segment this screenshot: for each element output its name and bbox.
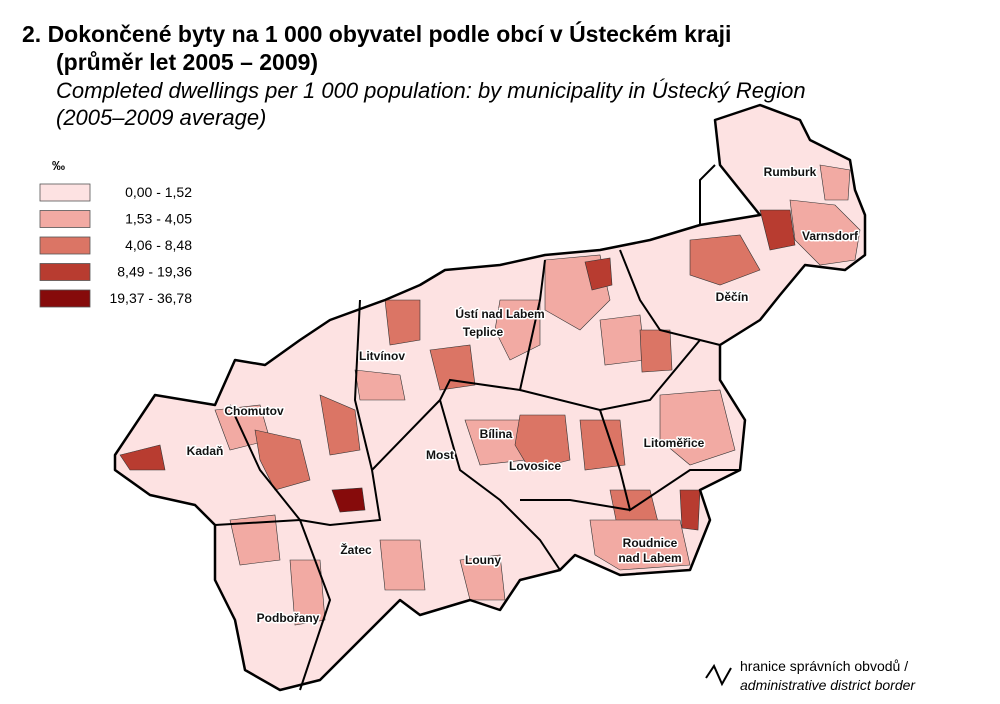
district-border (519, 338, 721, 412)
legend-swatch (39, 263, 91, 281)
place-label: nad Labem (618, 551, 681, 565)
municipality (229, 514, 281, 566)
place-label: Louny (465, 553, 501, 567)
legend-label: 8,49 - 19,36 (117, 264, 192, 280)
municipality (319, 394, 361, 456)
place-labels: Rumburk Varnsdorf Děčín Ústí nad Labem Tepli… (185, 164, 860, 627)
place-label: Litvínov (359, 349, 405, 363)
municipality (579, 419, 626, 471)
municipality (689, 234, 761, 286)
district-border (619, 249, 701, 341)
border-icon (705, 663, 732, 687)
municipality (254, 429, 311, 491)
municipality (599, 314, 646, 366)
district-border (520, 499, 631, 511)
municipality (679, 489, 701, 531)
place-label: Děčín (716, 290, 749, 304)
municipality (289, 559, 326, 626)
place-label: Kadaň (187, 444, 224, 458)
municipality (639, 329, 673, 373)
municipality (584, 257, 613, 291)
municipality (759, 209, 796, 251)
legend-label: 4,06 - 8,48 (125, 237, 192, 253)
place-label: Most (426, 448, 454, 462)
subtitle: Completed dwellings per 1 000 population… (56, 78, 806, 103)
municipality (379, 539, 426, 591)
legend-label: 1,53 - 4,05 (125, 211, 192, 227)
municipality (119, 444, 166, 471)
municipality (819, 164, 851, 201)
municipality (589, 519, 691, 571)
legend-label: 0,00 - 1,52 (125, 184, 192, 200)
municipality (459, 554, 506, 601)
municipality (494, 299, 541, 361)
place-label: Roudnice (623, 536, 678, 550)
municipality (659, 389, 736, 466)
legend-unit: ‰ (52, 158, 65, 173)
municipality (429, 344, 476, 391)
place-label: Bílina (480, 427, 513, 441)
place-label: Ústí nad Labem (455, 306, 544, 321)
region-border (113, 103, 867, 692)
municipality (384, 299, 421, 346)
title: 2. Dokončené byty na 1 000 obyvatel podl… (22, 20, 731, 47)
border-legend: hranice správních obvodů / (740, 658, 908, 674)
place-label: Varnsdorf (802, 229, 859, 243)
border-legend: administrative district border (740, 677, 916, 693)
municipality (331, 487, 366, 513)
place-label: Rumburk (764, 165, 817, 179)
district-border (214, 519, 301, 526)
legend-swatch (39, 210, 91, 228)
legend-swatch (39, 236, 91, 255)
district-border (371, 259, 546, 471)
place-label: Podbořany (257, 611, 320, 625)
place-label: Teplice (463, 325, 504, 339)
district-border (699, 164, 716, 225)
legend-label: 19,37 - 36,78 (109, 290, 192, 306)
map (113, 103, 867, 692)
municipality (514, 414, 571, 471)
municipality (354, 369, 406, 401)
subtitle: (2005–2009 average) (56, 105, 266, 130)
municipality (789, 199, 861, 266)
place-label: Chomutov (224, 404, 284, 418)
title: (průměr let 2005 – 2009) (56, 49, 318, 75)
district-border (299, 299, 382, 527)
place-label: Žatec (340, 542, 372, 557)
legend-swatch (39, 289, 91, 308)
district-border (439, 399, 561, 571)
place-label: Litoměřice (644, 436, 705, 450)
place-label: Lovosice (509, 459, 561, 473)
legend-swatch (39, 183, 91, 202)
